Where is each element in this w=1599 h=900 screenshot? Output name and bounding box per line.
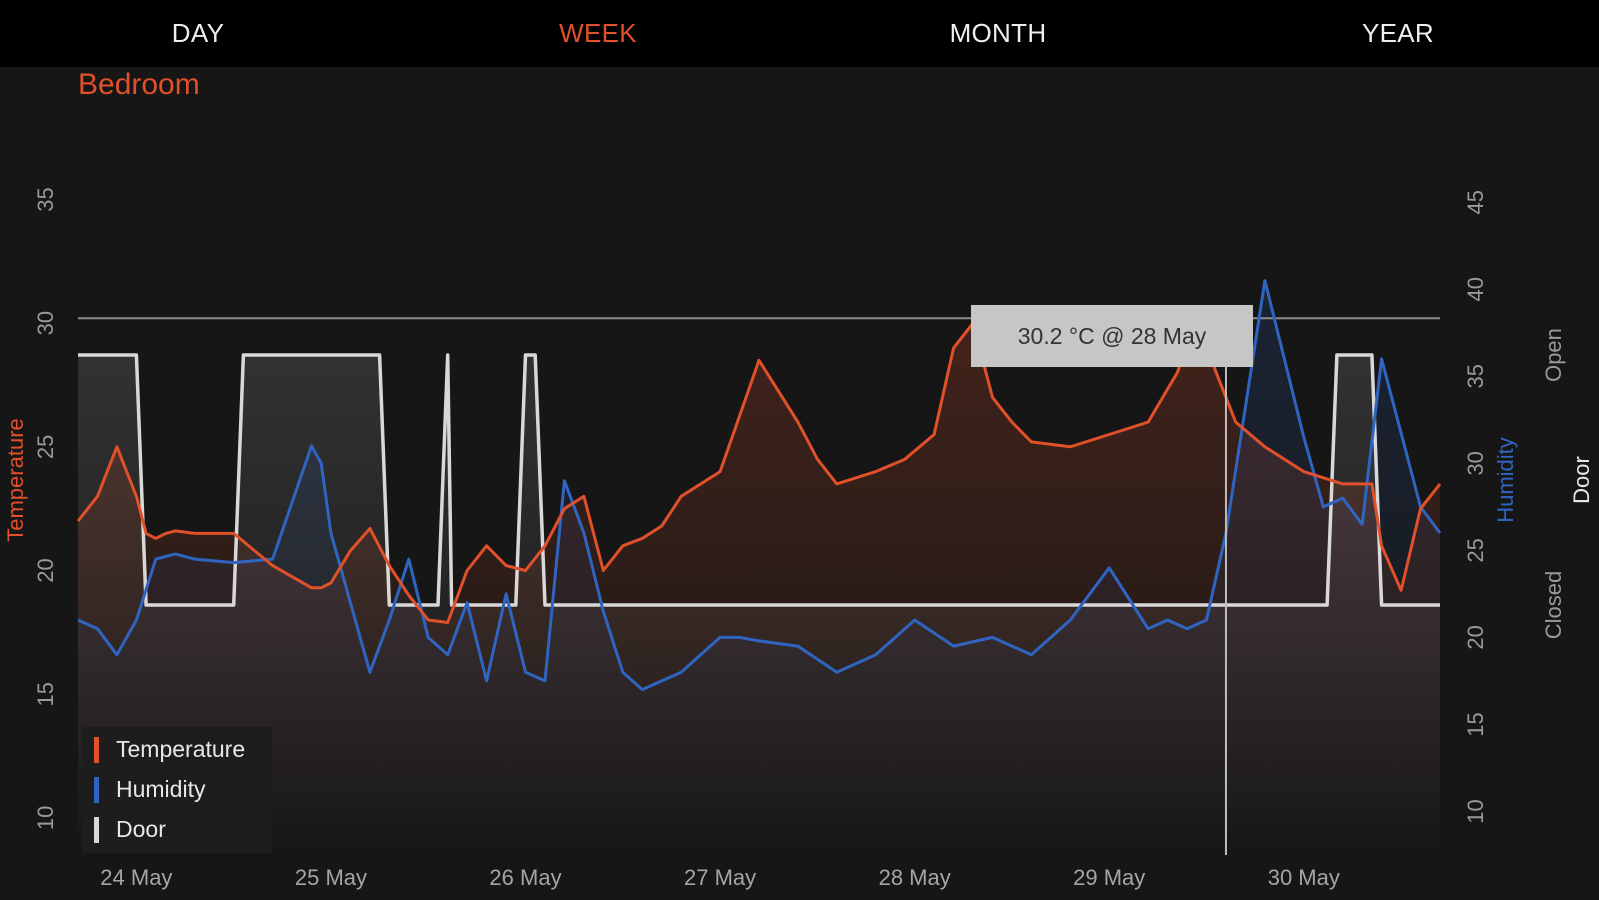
legend-label-humidity: Humidity bbox=[116, 776, 206, 802]
x-tick-label: 24 May bbox=[100, 865, 172, 890]
x-tick-label: 29 May bbox=[1073, 865, 1145, 890]
legend-label-temperature: Temperature bbox=[116, 736, 246, 762]
temperature-axis-title: Temperature bbox=[3, 418, 28, 542]
period-tab-bar: DAY WEEK MONTH YEAR bbox=[0, 0, 1599, 67]
x-tick-label: 25 May bbox=[295, 865, 367, 890]
value-tooltip: 30.2 °C @ 28 May bbox=[971, 305, 1253, 367]
temperature-tick-label: 10 bbox=[33, 806, 58, 830]
temperature-tick-label: 35 bbox=[33, 187, 58, 211]
room-title: Bedroom bbox=[78, 68, 200, 101]
x-tick-label: 30 May bbox=[1268, 865, 1340, 890]
humidity-tick-label: 30 bbox=[1463, 451, 1488, 475]
legend-swatch-door bbox=[94, 817, 99, 843]
temperature-tick-label: 20 bbox=[33, 558, 58, 582]
humidity-tick-label: 40 bbox=[1463, 277, 1488, 301]
chart-legend: Temperature Humidity Door bbox=[82, 727, 272, 853]
x-tick-label: 28 May bbox=[879, 865, 951, 890]
humidity-tick-label: 35 bbox=[1463, 364, 1488, 388]
door-axis-title: Door bbox=[1569, 456, 1594, 504]
humidity-tick-label: 10 bbox=[1463, 799, 1488, 823]
x-tick-label: 26 May bbox=[489, 865, 561, 890]
humidity-tick-label: 15 bbox=[1463, 712, 1488, 736]
temperature-tick-label: 25 bbox=[33, 435, 58, 459]
tab-month[interactable]: MONTH bbox=[949, 18, 1047, 48]
legend-swatch-temperature bbox=[94, 737, 99, 763]
humidity-area bbox=[78, 280, 1440, 856]
humidity-tick-label: 20 bbox=[1463, 625, 1488, 649]
humidity-tick-label: 25 bbox=[1463, 538, 1488, 562]
humidity-axis-title: Humidity bbox=[1493, 437, 1518, 523]
tab-week[interactable]: WEEK bbox=[559, 18, 637, 48]
humidity-tick-label: 45 bbox=[1463, 190, 1488, 214]
legend-label-door: Door bbox=[116, 816, 166, 842]
x-tick-label: 27 May bbox=[684, 865, 756, 890]
temperature-tick-label: 15 bbox=[33, 682, 58, 706]
door-state-label: Closed bbox=[1541, 571, 1566, 639]
legend-swatch-humidity bbox=[94, 777, 99, 803]
humidity-line bbox=[77, 279, 1442, 692]
tab-year[interactable]: YEAR bbox=[1361, 18, 1434, 48]
tab-day[interactable]: DAY bbox=[171, 18, 225, 48]
door-state-label: Open bbox=[1541, 328, 1566, 382]
temperature-tick-label: 30 bbox=[33, 311, 58, 335]
